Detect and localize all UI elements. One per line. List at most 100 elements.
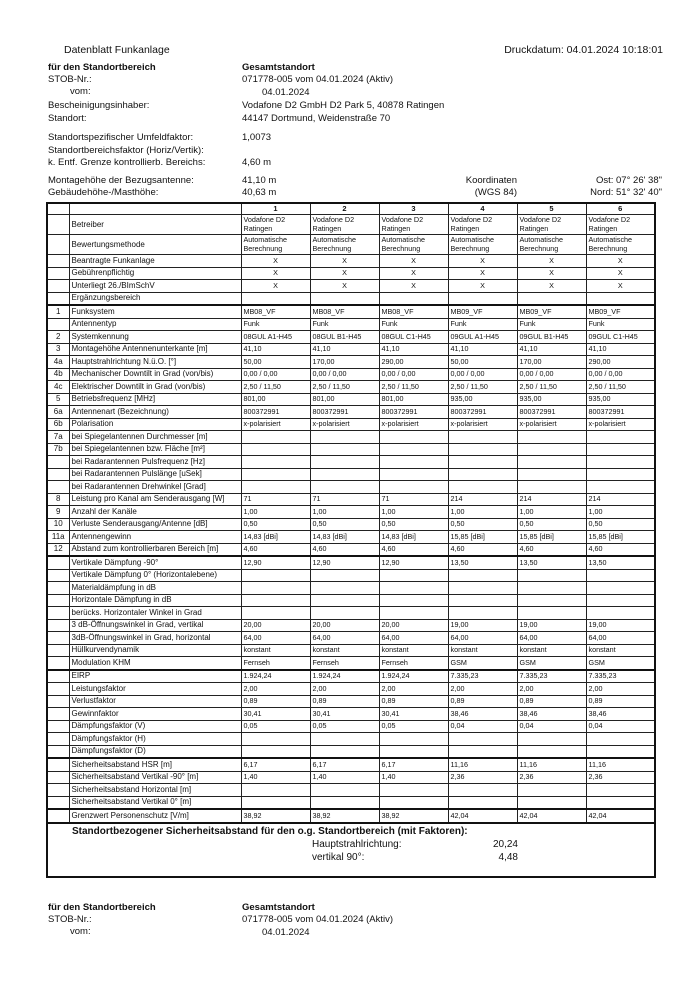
row-value [309,581,380,595]
row-value [240,581,311,595]
row-value: GSM [585,656,656,670]
table-row: Sicherheitsabstand HSR [m] 6,17 6,17 6,17 11… [46,757,656,772]
table-row: Unterliegt 26./BImSchV X X X X X X [46,279,656,293]
row-value [516,783,587,797]
row-value: 08GUL B1-H45 [309,330,380,344]
table-row: Grenzwert Personenschutz [V/m] 38,92 38,92… [46,808,656,823]
row-number: 10 [46,517,70,531]
row-value: 19,00 [447,618,518,632]
table-row: bei Radarantennen Pulsfrequenz [Hz] [46,455,656,469]
column-header: 5 [516,202,587,215]
table-row: 6a Antennenart (Bezeichnung) 800372991 8003… [46,405,656,419]
row-value: 800372991 [447,405,518,419]
row-number [46,656,70,670]
row-value [240,568,311,582]
row-number [46,581,70,595]
row-value: 14,83 [dBi] [240,530,311,544]
row-label: Abstand zum kontrollierbaren Bereich [m] [68,542,242,557]
row-value: Funk [585,317,656,331]
row-value: 20,00 [309,618,380,632]
row-number [46,291,70,306]
row-value: 801,00 [309,392,380,406]
row-label: 3dB-Öffnungswinkel in Grad, horizontal [68,631,242,645]
row-value: 0,00 / 0,00 [240,367,311,381]
row-value: 12,90 [240,555,311,570]
table-row: 7a bei Spiegelantennen Durchmesser [m] [46,430,656,444]
row-value: konstant [516,643,587,657]
row-value: 08GUL A1-H45 [240,330,311,344]
row-value: 38,46 [585,707,656,721]
table-row: EIRP 1.924,24 1.924,24 1.924,24 7.335,23 7.33… [46,668,656,683]
row-value: 0,04 [585,719,656,733]
summary-title: Standortbezogener Sicherheitsabstand für… [72,826,468,837]
row-value: MB09_VF [516,304,587,319]
row-value: 41,10 [585,342,656,356]
row-value: Funk [378,317,449,331]
row-number [46,631,70,645]
row-number [46,480,70,494]
row-value: 15,85 [dBi] [516,530,587,544]
row-value: 13,50 [447,555,518,570]
row-value: konstant [378,643,449,657]
row-value: 1,00 [516,505,587,519]
row-number [46,234,70,255]
row-value [240,291,311,306]
row-label: Unterliegt 26./BImSchV [68,279,242,293]
row-value: Funk [240,317,311,331]
row-number [46,254,70,268]
row-value [309,593,380,607]
row-label: Systemkennung [68,330,242,344]
row-value: 2,36 [585,770,656,784]
row-value: 0,05 [378,719,449,733]
row-value: 0,89 [240,694,311,708]
row-value: 14,83 [dBi] [378,530,449,544]
holder-value: Vodafone D2 GmbH D2 Park 5, 40878 Rating… [242,100,445,111]
row-value: 11,16 [585,757,656,772]
row-value: 0,50 [378,517,449,531]
table-row: Dämpfungsfaktor (H) [46,732,656,746]
row-number [46,568,70,582]
footer-vom-value: 04.01.2024 [262,927,310,938]
row-value: 0,50 [516,517,587,531]
row-value: 50,00 [240,355,311,369]
stob-value: 071778-005 vom 04.01.2024 (Aktiv) [242,74,394,85]
column-header: 6 [585,202,656,215]
coord-label: Koordinaten [465,175,517,186]
row-value: 2,00 [240,682,311,696]
vom-value: 04.01.2024 [262,87,310,98]
column-header: 2 [309,202,380,215]
table-row: 7b bei Spiegelantennen bzw. Fläche [m²] [46,442,656,456]
row-value: 0,05 [240,719,311,733]
row-value [378,606,449,620]
row-label: Anzahl der Kanäle [68,505,242,519]
summary-box: Standortbezogener Sicherheitsabstand für… [46,822,656,878]
row-value [378,430,449,444]
table-row: Antennentyp Funk Funk Funk Funk Funk Funk [46,317,656,331]
vertical-label: vertikal 90°: [312,852,365,863]
row-value [585,430,656,444]
row-value: 1,00 [309,505,380,519]
row-number: 4b [46,367,70,381]
row-value [447,581,518,595]
row-value [447,732,518,746]
table-row: Vertikale Dämpfung -90° 12,90 12,90 12,90 13… [46,555,656,570]
row-value: 64,00 [309,631,380,645]
row-value: 64,00 [516,631,587,645]
row-value [585,744,656,759]
vom-label: vom: [70,86,91,97]
row-value: 935,00 [585,392,656,406]
main-direction-value: 20,24 [492,839,518,850]
row-value: 800372991 [240,405,311,419]
row-value: 2,50 / 11,50 [378,380,449,394]
row-value: 1,40 [240,770,311,784]
env-factor-label: Standortspezifischer Umfeldfaktor: [48,132,194,143]
table-row: Dämpfungsfaktor (V) 0,05 0,05 0,05 0,04 0,04 0… [46,719,656,733]
site-label: Standort: [48,113,87,124]
row-value: 2,00 [585,682,656,696]
table-row: Modulation KHM Fernseh Fernseh Fernseh GSM GS… [46,656,656,670]
row-label: Antennengewinn [68,530,242,544]
document-title: Datenblatt Funkanlage [64,44,170,56]
mount-label: Montagehöhe der Bezugsantenne: [48,175,194,186]
row-value [378,795,449,810]
row-number [46,317,70,331]
